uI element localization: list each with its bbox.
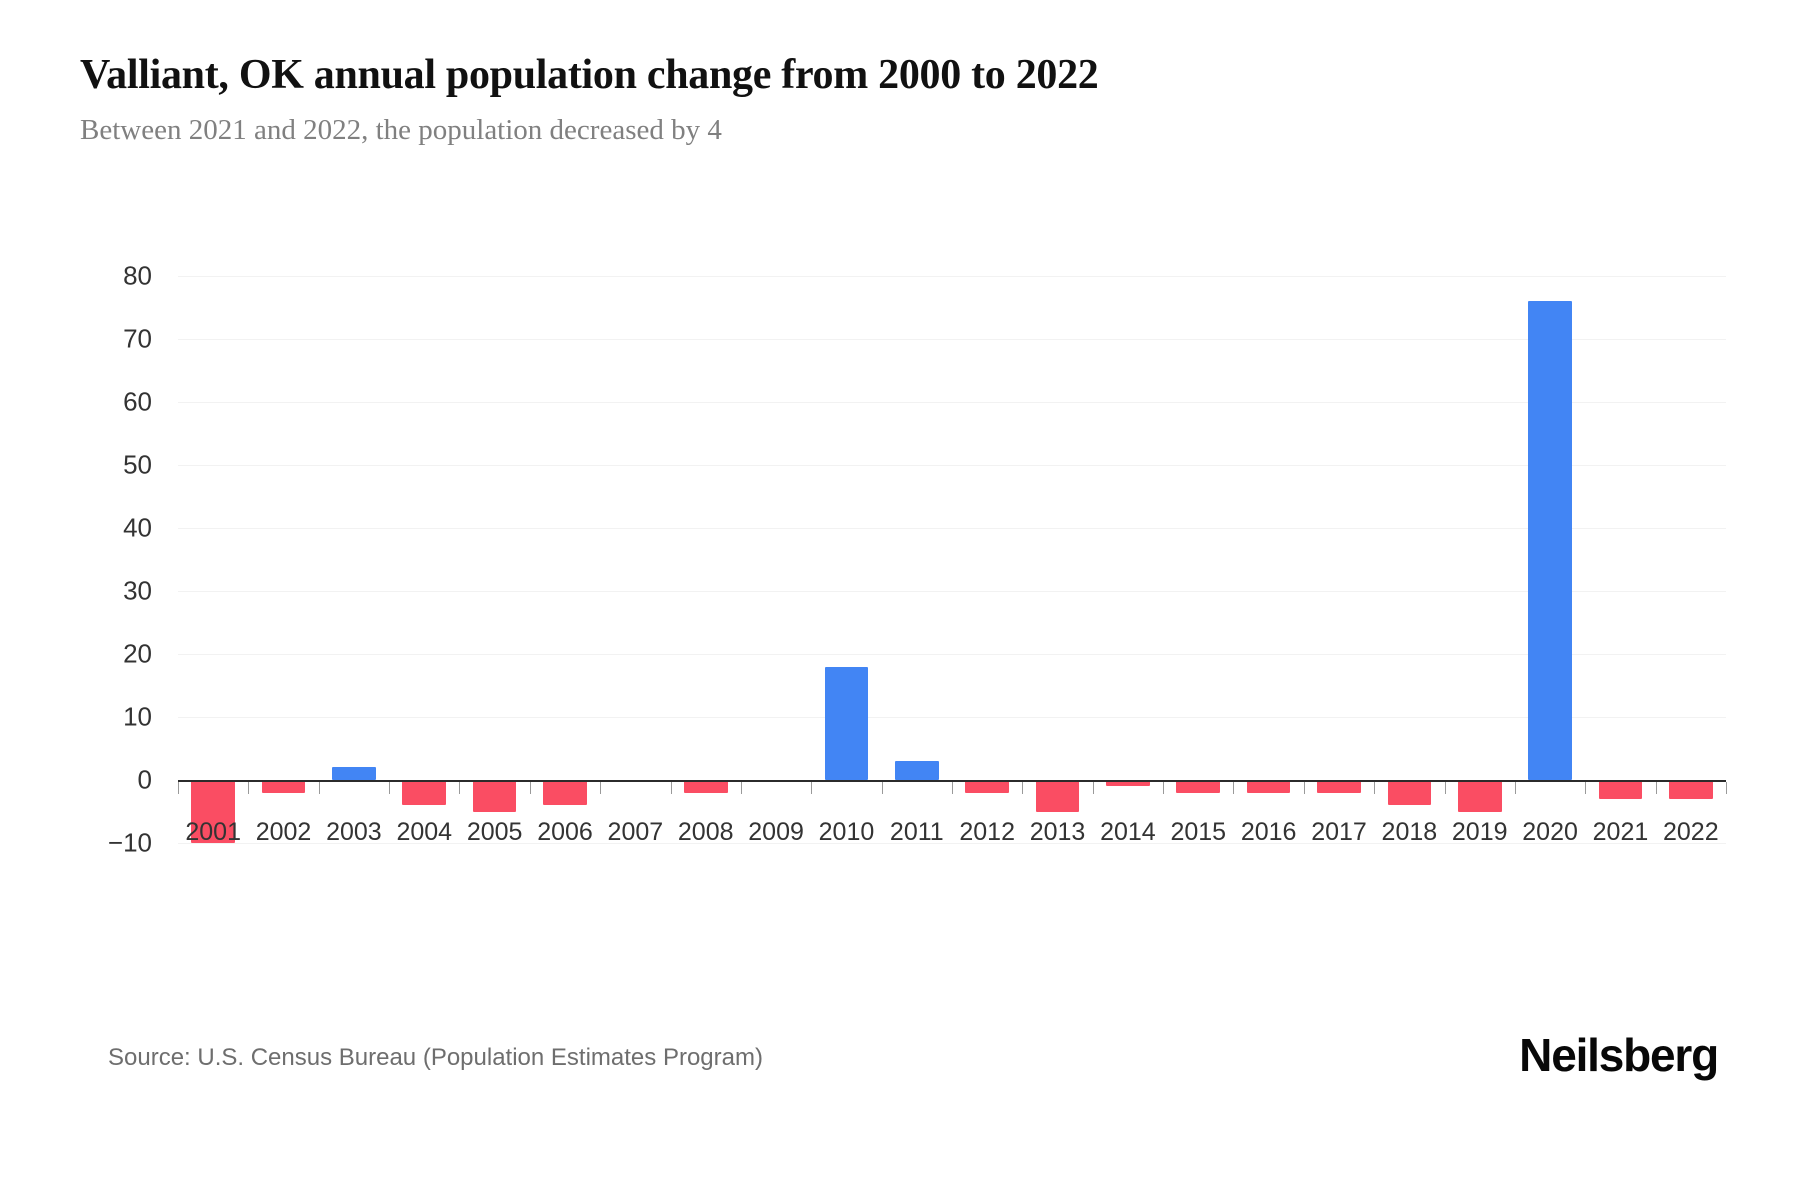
x-axis-tick-mark xyxy=(1444,782,1446,794)
bar-2015[interactable] xyxy=(1176,780,1221,793)
bar-2020[interactable] xyxy=(1528,301,1572,780)
x-axis-tick-label-2003: 2003 xyxy=(326,818,382,846)
x-axis-tick-mark xyxy=(1585,782,1587,794)
bar-2021[interactable] xyxy=(1598,780,1643,799)
x-axis-tick-mark xyxy=(1726,782,1727,794)
x-axis-tick-mark xyxy=(670,782,672,794)
gridline xyxy=(178,339,1726,340)
bar-2019[interactable] xyxy=(1457,780,1502,812)
x-axis-tick-mark xyxy=(318,782,320,794)
x-axis-tick-label-2020: 2020 xyxy=(1522,818,1578,846)
x-axis-tick-mark xyxy=(1655,782,1657,794)
x-axis-ticks: 2001 2002 2003 2004 2005 2006 2007 2008 2009 2010… xyxy=(0,220,1800,900)
page-title: Valliant, OK annual population change fr… xyxy=(80,52,1099,98)
bar-2017[interactable] xyxy=(1317,780,1361,793)
bar-2022[interactable] xyxy=(1669,780,1713,799)
x-axis-tick-mark xyxy=(1374,782,1376,794)
y-axis-tick-label: 80 xyxy=(123,260,152,291)
chart-subtitle: Between 2021 and 2022, the population de… xyxy=(80,114,722,147)
bar-2003[interactable] xyxy=(332,767,376,780)
x-axis-tick-mark xyxy=(1022,782,1024,794)
gridline xyxy=(178,276,1726,277)
gridlines: 80 70 60 50 40 30 20 10 0 −10 xyxy=(0,220,1800,900)
gridline xyxy=(178,465,1726,466)
x-axis-tick-label-2018: 2018 xyxy=(1381,818,1438,846)
y-axis-tick-label: 70 xyxy=(123,323,152,354)
bar-2008[interactable] xyxy=(683,780,728,793)
x-axis-tick-mark xyxy=(811,782,813,794)
y-axis-tick-label: −10 xyxy=(107,827,152,858)
x-axis-tick-label-2014: 2014 xyxy=(1100,818,1156,846)
gridline xyxy=(178,717,1726,718)
x-axis-tick-label-2012: 2012 xyxy=(959,818,1015,846)
x-axis-tick-mark xyxy=(1514,782,1516,794)
plot-area: 80 70 60 50 40 30 20 10 0 −10 2001 2002 2003 2004 200… xyxy=(0,220,1800,900)
gridline xyxy=(178,843,1726,844)
gridline xyxy=(178,528,1726,529)
x-axis-tick-label-2006: 2006 xyxy=(537,818,593,846)
x-axis-tick-mark xyxy=(389,782,391,794)
bar-series xyxy=(0,220,1800,900)
y-axis-tick-label: 30 xyxy=(123,575,152,606)
gridline xyxy=(178,654,1726,655)
x-axis-tick-label-2011: 2011 xyxy=(889,818,944,846)
x-axis-tick-mark xyxy=(1092,782,1094,794)
brand-logo: Neilsberg xyxy=(1519,1029,1719,1081)
bar-2011[interactable] xyxy=(895,761,939,780)
bar-2012[interactable] xyxy=(965,780,1009,793)
gridline xyxy=(178,402,1726,403)
y-axis-tick-label: 60 xyxy=(123,386,152,417)
y-axis-tick-label: 50 xyxy=(123,449,152,480)
x-axis-tick-label-2017: 2017 xyxy=(1311,818,1367,846)
bar-2013[interactable] xyxy=(1035,780,1080,812)
x-axis-tick-mark xyxy=(881,782,883,794)
x-axis-tick-mark xyxy=(952,782,953,794)
x-axis-tick-label-2015: 2015 xyxy=(1170,818,1227,846)
x-axis-tick-label-2007: 2007 xyxy=(607,818,664,846)
x-axis-tick-mark xyxy=(459,782,461,794)
x-axis-tick-label-2016: 2016 xyxy=(1240,818,1297,846)
y-axis-tick-label: 0 xyxy=(137,764,152,795)
bar-2001[interactable] xyxy=(191,780,235,843)
x-axis-tick-label-2005: 2005 xyxy=(466,818,523,846)
x-axis-tick-label-2004: 2004 xyxy=(396,818,453,846)
x-axis-tick-mark xyxy=(248,782,250,794)
x-axis-tick-mark xyxy=(529,782,531,794)
x-axis-tick-mark xyxy=(1163,782,1165,794)
bar-2016[interactable] xyxy=(1246,780,1291,793)
x-axis-tick-label-2009: 2009 xyxy=(748,818,804,846)
x-axis-tick-mark xyxy=(740,782,742,794)
gridline xyxy=(178,591,1726,592)
bar-2005[interactable] xyxy=(472,780,517,812)
bar-2014[interactable] xyxy=(1106,780,1150,787)
x-axis-tick-mark xyxy=(1303,782,1305,794)
bar-2002[interactable] xyxy=(261,780,306,793)
bar-2010[interactable] xyxy=(824,666,869,780)
x-axis-line xyxy=(178,780,1726,782)
x-axis-tick-label-2013: 2013 xyxy=(1029,818,1086,846)
x-axis-tick-label-2001: 2001 xyxy=(185,818,241,846)
x-axis-tick-mark xyxy=(1233,782,1235,794)
x-axis-tick-label-2008: 2008 xyxy=(677,818,734,846)
y-axis-tick-label: 40 xyxy=(123,512,152,543)
x-axis-tick-label-2022: 2022 xyxy=(1663,818,1719,846)
x-axis-tick-label-2019: 2019 xyxy=(1451,818,1508,846)
x-axis-tick-label-2002: 2002 xyxy=(255,818,312,846)
x-axis-tick-mark xyxy=(178,782,179,794)
y-axis-tick-label: 10 xyxy=(123,701,152,732)
chart-header: Valliant, OK annual population change fr… xyxy=(80,52,1680,148)
x-axis-tick-label-2021: 2021 xyxy=(1592,818,1649,846)
bar-2006[interactable] xyxy=(543,780,587,806)
x-axis-tick-mark xyxy=(600,782,602,794)
x-axis-tick-label-2010: 2010 xyxy=(818,818,875,846)
y-axis-tick-label: 20 xyxy=(123,638,152,669)
bar-2004[interactable] xyxy=(402,780,447,806)
source-note: Source: U.S. Census Bureau (Population E… xyxy=(108,1044,763,1071)
bar-2018[interactable] xyxy=(1387,780,1432,806)
